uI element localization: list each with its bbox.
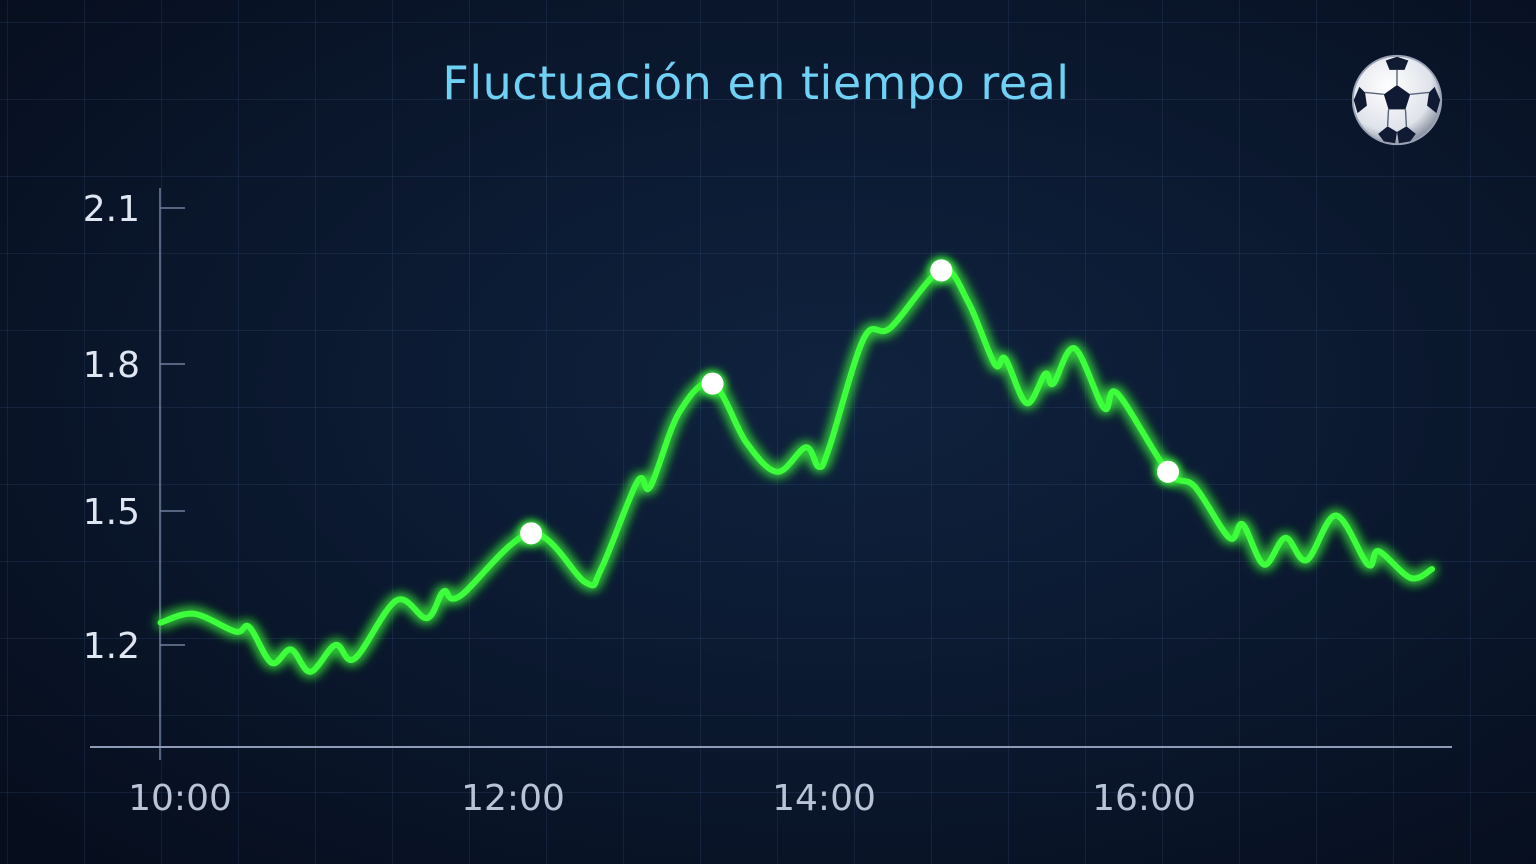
- y-tick-label: 1.8: [83, 345, 140, 386]
- x-tick-label: 14:00: [772, 778, 876, 819]
- highlight-point: [520, 522, 543, 545]
- y-tick-label: 2.1: [83, 189, 140, 230]
- highlight-point: [701, 372, 724, 395]
- chart-title: Fluctuación en tiempo real: [442, 56, 1070, 110]
- x-tick-label: 12:00: [461, 778, 565, 819]
- x-tick-label: 16:00: [1092, 778, 1196, 819]
- x-tick-label: 10:00: [128, 778, 232, 819]
- soccer-ball-icon: [1351, 54, 1443, 146]
- highlight-point: [1157, 460, 1179, 483]
- y-tick-label: 1.2: [83, 626, 140, 667]
- highlight-point: [930, 259, 953, 282]
- y-tick-label: 1.5: [83, 492, 140, 533]
- data-line: [157, 266, 1435, 675]
